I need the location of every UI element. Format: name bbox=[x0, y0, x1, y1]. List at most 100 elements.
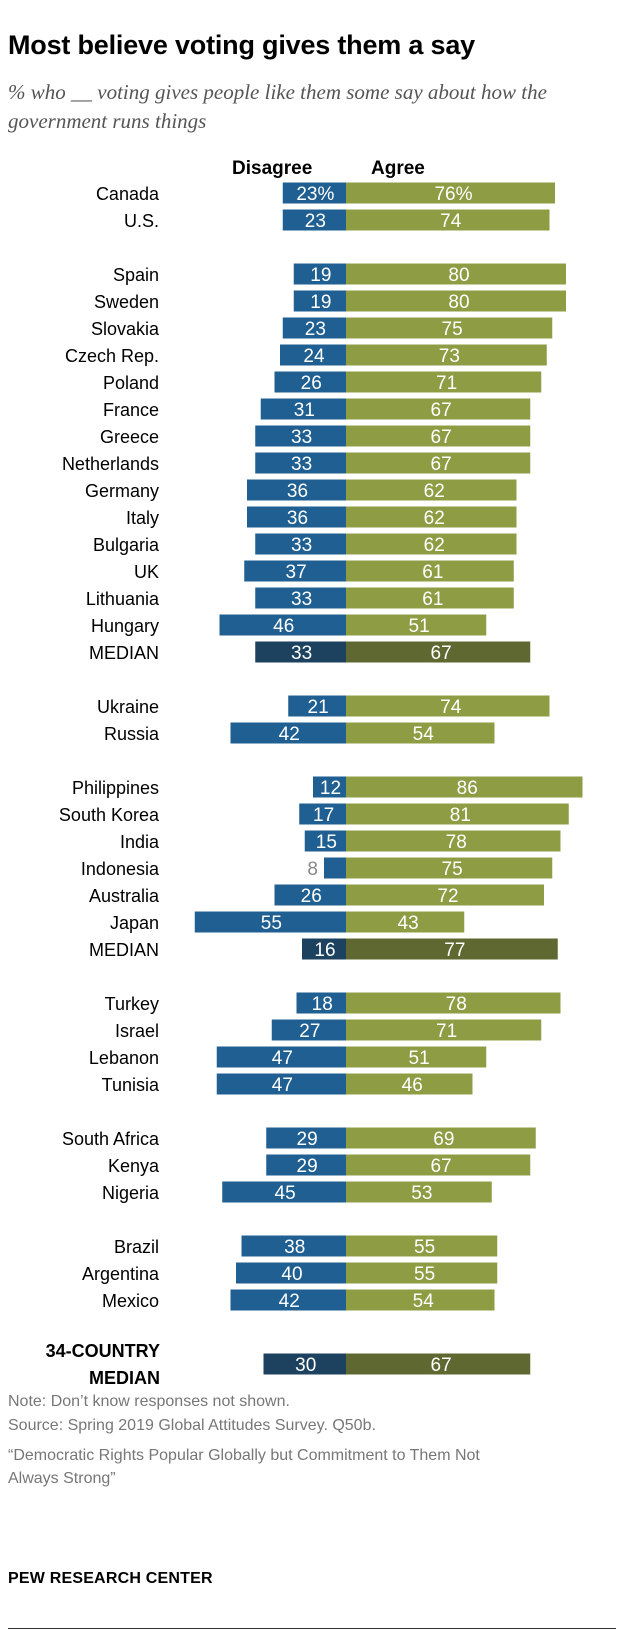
value-label-disagree: 30 bbox=[295, 1355, 316, 1376]
value-label-disagree: 46 bbox=[273, 616, 294, 637]
bar-agree bbox=[346, 1073, 473, 1095]
bar-disagree bbox=[194, 911, 346, 933]
value-label-disagree: 15 bbox=[316, 832, 337, 853]
value-label-agree: 77 bbox=[444, 940, 465, 961]
value-label-agree: 54 bbox=[413, 1291, 435, 1312]
value-label-agree: 67 bbox=[431, 1355, 452, 1376]
bar-agree bbox=[346, 452, 531, 474]
value-label-agree: 54 bbox=[413, 724, 435, 745]
bar-agree bbox=[346, 479, 517, 501]
legend-agree: Agree bbox=[371, 158, 425, 179]
bar-agree bbox=[346, 911, 465, 933]
value-label-disagree: 45 bbox=[275, 1183, 296, 1204]
bar-agree bbox=[346, 371, 542, 393]
row-label: Tunisia bbox=[102, 1075, 160, 1095]
row-label: Slovakia bbox=[91, 319, 160, 339]
value-label-disagree: 23% bbox=[296, 184, 334, 205]
bar-disagree bbox=[274, 371, 346, 393]
row-label: UK bbox=[134, 562, 159, 582]
row-label: Germany bbox=[85, 481, 159, 501]
footer-report-line1: “Democratic Rights Popular Globally but … bbox=[8, 1447, 480, 1464]
value-label-disagree: 42 bbox=[279, 1291, 300, 1312]
bar-disagree bbox=[304, 830, 346, 852]
row-label: South Korea bbox=[59, 805, 160, 825]
row-label: Mexico bbox=[102, 1291, 159, 1311]
value-label-disagree: 36 bbox=[287, 508, 308, 529]
row-label: Italy bbox=[126, 508, 159, 528]
bar-disagree bbox=[296, 992, 346, 1014]
bar-agree bbox=[346, 1353, 531, 1375]
value-label-agree: 75 bbox=[442, 859, 463, 880]
bar-agree bbox=[346, 830, 561, 852]
row-label: France bbox=[103, 400, 159, 420]
value-label-agree: 67 bbox=[431, 1156, 452, 1177]
bar-agree bbox=[346, 587, 514, 609]
bar-agree bbox=[346, 695, 550, 717]
row-label: Greece bbox=[100, 427, 159, 447]
bar-disagree bbox=[282, 182, 346, 204]
value-label-agree: 51 bbox=[409, 1048, 430, 1069]
value-label-agree: 67 bbox=[431, 454, 452, 475]
bar-agree bbox=[346, 1127, 536, 1149]
bar-agree bbox=[346, 560, 514, 582]
bar-disagree bbox=[263, 1353, 346, 1375]
value-label-agree: 55 bbox=[414, 1237, 435, 1258]
value-label-disagree: 37 bbox=[286, 562, 307, 583]
value-label-agree: 51 bbox=[409, 616, 430, 637]
value-label-agree: 53 bbox=[411, 1183, 432, 1204]
value-label-disagree: 40 bbox=[281, 1264, 302, 1285]
bar-agree bbox=[346, 425, 531, 447]
bar-agree bbox=[346, 398, 531, 420]
bar-disagree bbox=[266, 1127, 346, 1149]
value-label-disagree: 33 bbox=[291, 454, 312, 475]
bar-disagree bbox=[244, 560, 346, 582]
row-label: Netherlands bbox=[62, 454, 159, 474]
row-label: MEDIAN bbox=[89, 1368, 160, 1388]
bar-disagree bbox=[302, 938, 346, 960]
row-label: Japan bbox=[110, 913, 159, 933]
bar-agree bbox=[346, 1046, 487, 1068]
value-label-disagree: 33 bbox=[291, 643, 312, 664]
bar-disagree bbox=[280, 344, 346, 366]
bar-agree bbox=[346, 641, 531, 663]
bar-agree bbox=[346, 263, 566, 285]
value-label-disagree: 47 bbox=[272, 1075, 293, 1096]
row-label: Russia bbox=[104, 724, 160, 744]
bar-agree bbox=[346, 209, 550, 231]
row-label: MEDIAN bbox=[89, 940, 159, 960]
row-label: Bulgaria bbox=[93, 535, 160, 555]
bar-agree bbox=[346, 1235, 498, 1257]
value-label-agree: 78 bbox=[446, 994, 467, 1015]
value-label-agree: 71 bbox=[436, 1021, 457, 1042]
bar-agree bbox=[346, 317, 553, 339]
value-label-disagree: 29 bbox=[297, 1129, 318, 1150]
value-label-disagree: 33 bbox=[291, 535, 312, 556]
value-label-disagree: 26 bbox=[301, 373, 322, 394]
bar-disagree bbox=[219, 614, 346, 636]
bar-agree bbox=[346, 1181, 492, 1203]
bar-agree bbox=[346, 1262, 498, 1284]
row-label: Spain bbox=[113, 265, 159, 285]
bar-agree bbox=[346, 857, 553, 879]
row-label: Ukraine bbox=[97, 697, 159, 717]
bar-disagree bbox=[255, 587, 346, 609]
bar-disagree bbox=[266, 1154, 346, 1176]
row-label: Brazil bbox=[114, 1237, 159, 1257]
bar-disagree bbox=[236, 1262, 346, 1284]
value-label-disagree: 33 bbox=[291, 427, 312, 448]
chart-subtitle: % who __ voting gives people like them s… bbox=[8, 80, 547, 133]
value-label-agree: 43 bbox=[398, 913, 419, 934]
value-label-disagree: 18 bbox=[312, 994, 333, 1015]
row-label: Czech Rep. bbox=[65, 346, 159, 366]
footer-report-line2: Always Strong” bbox=[8, 1470, 116, 1487]
bar-disagree bbox=[222, 1181, 346, 1203]
value-label-disagree: 33 bbox=[291, 589, 312, 610]
value-label-agree: 73 bbox=[439, 346, 460, 367]
diverging-bar-chart: 23% 76% Canada 23 74 U.S. 19 80 Spain 19 80 Sweden 2… bbox=[46, 182, 583, 1388]
value-label-agree: 76% bbox=[434, 184, 472, 205]
bar-disagree bbox=[230, 1289, 346, 1311]
footer-source: Source: Spring 2019 Global Attitudes Sur… bbox=[8, 1417, 376, 1434]
value-label-agree: 71 bbox=[436, 373, 457, 394]
bar-agree bbox=[346, 803, 569, 825]
bar-disagree bbox=[271, 1019, 346, 1041]
